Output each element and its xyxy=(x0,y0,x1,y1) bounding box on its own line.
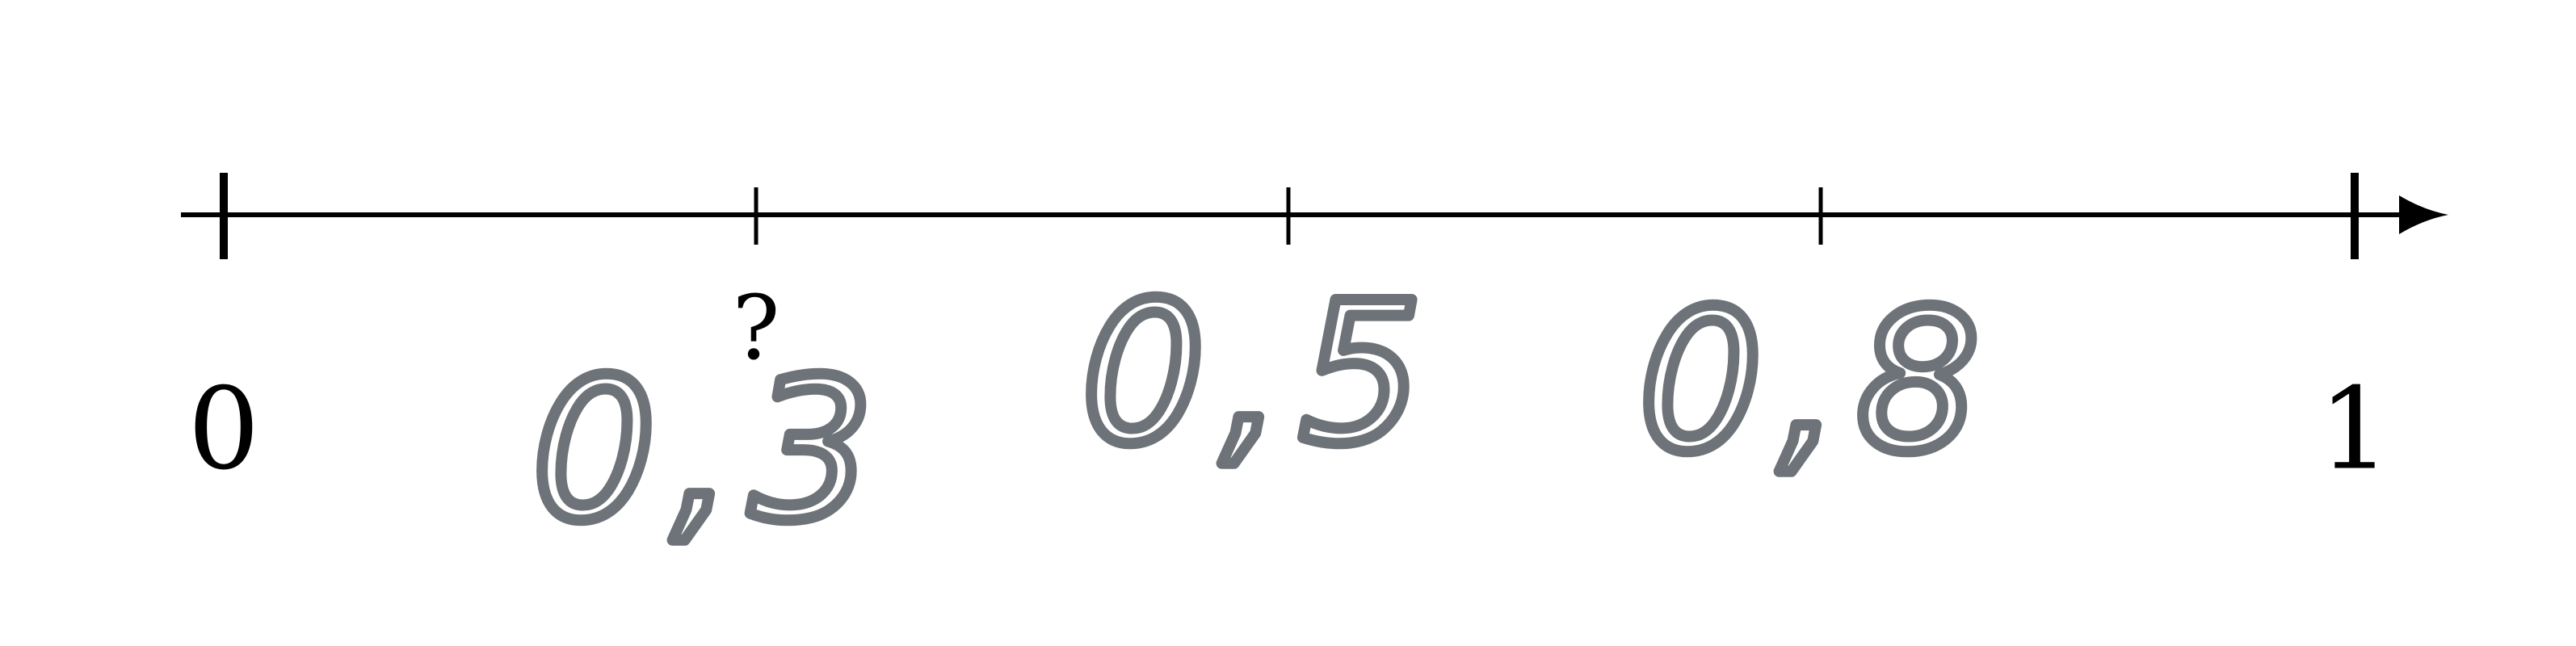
end-label: 1 xyxy=(2318,364,2390,496)
axis-arrow xyxy=(2399,195,2448,234)
question-mark: ? xyxy=(733,276,780,380)
handwritten-answer: 0,5 xyxy=(1082,261,1439,487)
start-label: 0 xyxy=(187,364,259,496)
handwritten-answer: 0,3 xyxy=(532,338,889,564)
handwritten-answer: 0,8 xyxy=(1639,269,1996,495)
